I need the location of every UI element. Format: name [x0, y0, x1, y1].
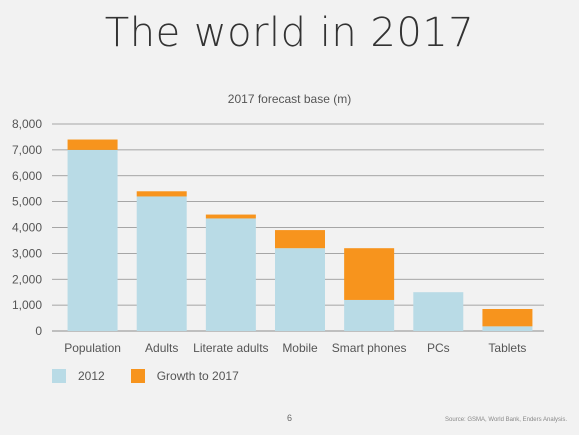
bar-base: [136, 196, 187, 331]
source-note: Source: GSMA, World Bank, Enders Analysi…: [445, 417, 567, 423]
y-tick-label: 0: [35, 324, 42, 338]
bar-growth: [67, 139, 118, 150]
chart-title: 2017 forecast base (m): [227, 92, 352, 106]
bars: [67, 139, 533, 331]
x-tick-label: Smart phones: [332, 341, 407, 355]
bar-base: [275, 248, 325, 331]
legend-item-2012: 2012: [52, 369, 105, 383]
bar-base: [413, 292, 464, 331]
legend-label-2012: 2012: [78, 369, 105, 383]
legend-swatch-growth: [130, 369, 145, 383]
page-number: 6: [286, 413, 292, 423]
legend-swatch-2012: [52, 369, 66, 383]
legend-item-growth: Growth to 2017: [130, 369, 239, 383]
x-tick-label: Adults: [145, 341, 178, 355]
x-tick-label: Tablets: [488, 341, 526, 355]
legend-label-growth: Growth to 2017: [156, 369, 239, 383]
y-tick-label: 2,000: [12, 272, 42, 286]
bar-growth: [482, 309, 533, 327]
x-axis-tick-labels: Population Adults Literate adults Mobile Sma…: [64, 341, 526, 355]
y-tick-label: 6,000: [12, 169, 42, 183]
bar-base: [344, 299, 395, 331]
bar-base: [205, 218, 256, 331]
y-tick-label: 3,000: [12, 246, 42, 260]
y-axis-tick-labels: 0 1,000 2,000 3,000 4,000 5,000 6,000 7,000 8,00…: [12, 117, 42, 338]
bar-growth: [275, 230, 325, 249]
y-tick-label: 8,000: [12, 117, 42, 131]
slide-title: The world in 2017: [104, 10, 475, 56]
bar-growth: [136, 191, 187, 197]
x-tick-label: Literate adults: [193, 341, 268, 355]
y-tick-label: 4,000: [12, 221, 42, 235]
bar-base: [67, 149, 118, 331]
x-tick-label: PCs: [427, 341, 450, 355]
y-tick-label: 1,000: [12, 298, 42, 312]
x-tick-label: Mobile: [282, 341, 318, 355]
y-tick-label: 7,000: [12, 143, 42, 157]
bar-growth: [205, 214, 256, 219]
x-tick-label: Population: [64, 341, 121, 355]
bar-base: [482, 326, 533, 331]
bar-growth: [344, 248, 395, 300]
y-tick-label: 5,000: [12, 195, 42, 209]
legend: 2012 Growth to 2017: [52, 369, 265, 383]
